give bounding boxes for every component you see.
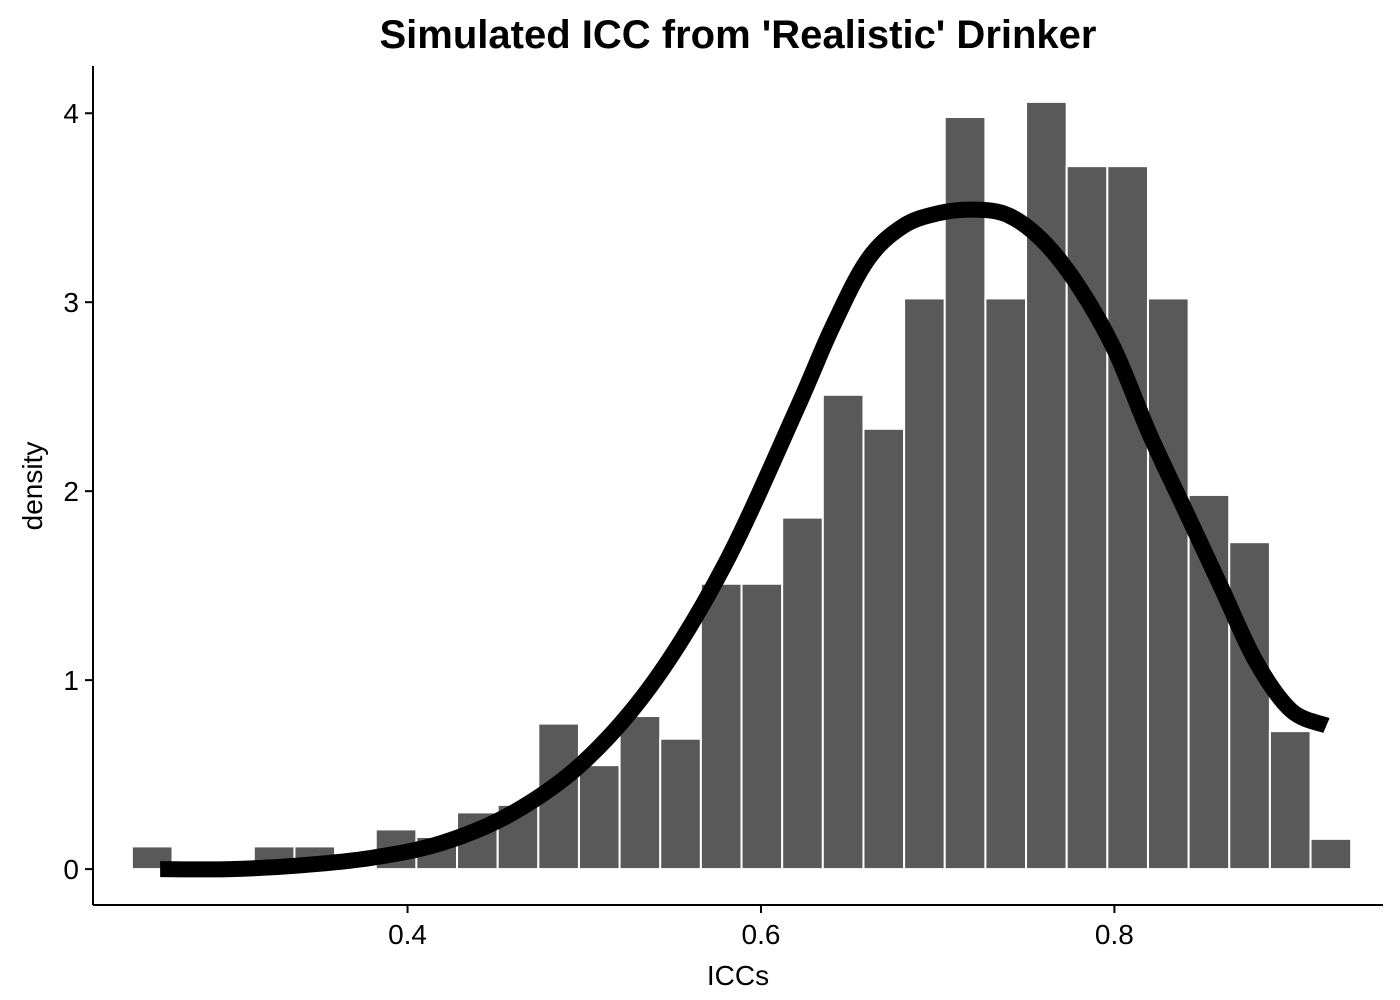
y-tick-label: 3 xyxy=(63,287,79,318)
chart-title: Simulated ICC from 'Realistic' Drinker xyxy=(380,13,1097,57)
x-axis-label: ICCs xyxy=(707,960,769,991)
density-curve xyxy=(160,201,1330,878)
y-tick-label: 0 xyxy=(63,854,79,885)
x-axis-ticks: 0.4 0.6 0.8 xyxy=(388,905,1134,950)
y-tick-label: 2 xyxy=(63,476,79,507)
histogram-bar xyxy=(903,297,946,871)
histogram-bar xyxy=(1146,297,1190,871)
histogram-bar xyxy=(1309,837,1353,871)
histogram-bars xyxy=(130,100,1353,871)
y-axis-label: density xyxy=(17,442,48,531)
histogram-bar xyxy=(862,427,906,871)
y-tick-label: 4 xyxy=(63,98,79,129)
histogram-bar xyxy=(984,297,1028,871)
histogram-bar xyxy=(781,516,824,871)
histogram-bar xyxy=(1228,541,1271,871)
histogram-bar xyxy=(618,715,662,871)
histogram-bar xyxy=(699,582,743,871)
y-axis-ticks: 0 1 2 3 4 xyxy=(63,98,93,885)
x-tick-label: 0.6 xyxy=(742,919,781,950)
histogram-bar xyxy=(943,116,987,871)
x-tick-label: 0.4 xyxy=(388,919,427,950)
y-tick-label: 1 xyxy=(63,665,79,696)
x-tick-label: 0.8 xyxy=(1095,919,1134,950)
histogram-bar xyxy=(577,764,621,871)
histogram-bar xyxy=(659,737,702,871)
histogram-bar xyxy=(821,393,865,871)
histogram-bar xyxy=(1106,165,1149,871)
histogram-bar xyxy=(1268,730,1312,871)
histogram-bar xyxy=(1025,100,1068,871)
histogram-bar xyxy=(740,582,784,871)
